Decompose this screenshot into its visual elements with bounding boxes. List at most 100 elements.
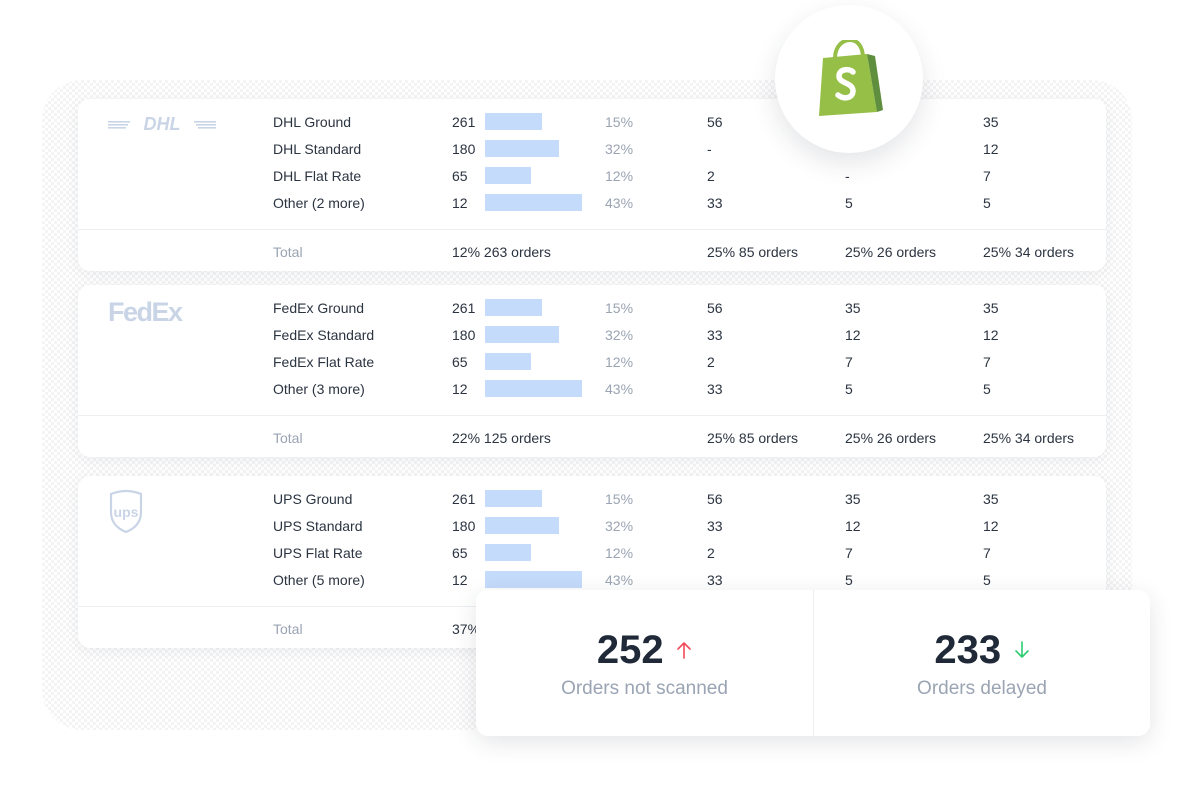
col-c-value: 7 bbox=[983, 354, 991, 370]
order-count: 180 bbox=[452, 327, 476, 343]
percent: 32% bbox=[605, 141, 634, 157]
share-bar bbox=[485, 353, 531, 370]
stat-orders-delayed: 233 Orders delayed bbox=[813, 590, 1150, 736]
share-bar bbox=[485, 544, 531, 561]
total-col-c: 25% 34 orders bbox=[983, 430, 1075, 446]
stat-label: Orders not scanned bbox=[561, 678, 728, 699]
col-a-value: 33 bbox=[707, 572, 723, 588]
order-count: 261 bbox=[452, 491, 476, 507]
col-b-value: 5 bbox=[845, 572, 853, 588]
col-c-value: 35 bbox=[983, 114, 999, 130]
service-name: UPS Ground bbox=[273, 491, 353, 507]
service-name: FedEx Standard bbox=[273, 327, 375, 343]
service-name: DHL Standard bbox=[273, 141, 362, 157]
table-row: FedEx Flat Rate 65 12% 2 7 7 bbox=[78, 353, 1106, 380]
service-name: DHL Flat Rate bbox=[273, 168, 362, 184]
table-row: DHL Standard 180 32% - 12 bbox=[78, 140, 1106, 167]
carrier-card-fedex: FedEx FedEx Ground 261 15% 56 35 35 FedEx Stan… bbox=[78, 285, 1106, 457]
carrier-total-row: Total 22% 125 orders 25% 85 orders 25% 2… bbox=[78, 415, 1106, 457]
svg-text:FedEx: FedEx bbox=[108, 297, 183, 327]
share-bar bbox=[485, 113, 542, 130]
stat-label: Orders delayed bbox=[917, 678, 1047, 699]
share-bar bbox=[485, 167, 531, 184]
col-c-value: 7 bbox=[983, 168, 991, 184]
service-name: Other (3 more) bbox=[273, 381, 365, 397]
col-c-value: 12 bbox=[983, 518, 999, 534]
stat-value: 252 bbox=[596, 628, 664, 672]
order-count: 65 bbox=[452, 168, 468, 184]
col-c-value: 35 bbox=[983, 300, 999, 316]
percent: 15% bbox=[605, 114, 634, 130]
table-row: Other (3 more) 12 43% 33 5 5 bbox=[78, 380, 1106, 407]
stat-orders-not-scanned: 252 Orders not scanned bbox=[476, 590, 813, 736]
ups-logo: ups bbox=[108, 488, 144, 539]
table-row: UPS Standard 180 32% 33 12 12 bbox=[78, 517, 1106, 544]
total-count: 22% 125 orders bbox=[452, 430, 551, 446]
service-name: DHL Ground bbox=[273, 114, 352, 130]
total-col-a: 25% 85 orders bbox=[707, 244, 799, 260]
share-bar bbox=[485, 140, 559, 157]
fedex-logo: FedEx bbox=[108, 297, 198, 332]
share-bar bbox=[485, 194, 582, 211]
col-b-value: 12 bbox=[845, 327, 861, 343]
col-b-value: 7 bbox=[845, 545, 853, 561]
order-count: 12 bbox=[452, 572, 468, 588]
carrier-total-row: Total 12% 263 orders 25% 85 orders 25% 2… bbox=[78, 229, 1106, 271]
col-a-value: - bbox=[707, 141, 712, 157]
col-c-value: 5 bbox=[983, 572, 991, 588]
percent: 32% bbox=[605, 327, 634, 343]
col-c-value: 7 bbox=[983, 545, 991, 561]
col-a-value: 33 bbox=[707, 518, 723, 534]
order-count: 12 bbox=[452, 381, 468, 397]
col-b-value: 35 bbox=[845, 491, 861, 507]
arrow-down-icon bbox=[1014, 640, 1030, 665]
table-row: DHL Ground 261 15% 56 35 bbox=[78, 113, 1106, 140]
order-count: 261 bbox=[452, 300, 476, 316]
col-b-value: 5 bbox=[845, 381, 853, 397]
percent: 12% bbox=[605, 354, 634, 370]
col-b-value: 35 bbox=[845, 300, 861, 316]
carrier-card-body: ups UPS Ground 261 15% 56 35 35 UPS Standard 18… bbox=[78, 476, 1106, 606]
col-a-value: 56 bbox=[707, 300, 723, 316]
col-b-value: - bbox=[845, 168, 850, 184]
service-name: FedEx Flat Rate bbox=[273, 354, 375, 370]
order-count: 65 bbox=[452, 354, 468, 370]
col-a-value: 2 bbox=[707, 354, 715, 370]
col-a-value: 33 bbox=[707, 381, 723, 397]
share-bar bbox=[485, 490, 542, 507]
col-b-value: 12 bbox=[845, 518, 861, 534]
arrow-up-icon bbox=[676, 640, 692, 665]
col-c-value: 5 bbox=[983, 381, 991, 397]
service-name: Other (2 more) bbox=[273, 195, 365, 211]
total-col-b: 25% 26 orders bbox=[845, 244, 937, 260]
share-bar bbox=[485, 326, 559, 343]
col-c-value: 12 bbox=[983, 141, 999, 157]
share-bar bbox=[485, 299, 542, 316]
stats-card: 252 Orders not scanned 233 Orders delaye… bbox=[476, 590, 1150, 736]
share-bar bbox=[485, 517, 559, 534]
table-row: DHL Flat Rate 65 12% 2 - 7 bbox=[78, 167, 1106, 194]
stat-value: 233 bbox=[934, 628, 1002, 672]
col-a-value: 56 bbox=[707, 491, 723, 507]
col-c-value: 12 bbox=[983, 327, 999, 343]
percent: 15% bbox=[605, 300, 634, 316]
col-b-value: 5 bbox=[845, 195, 853, 211]
col-a-value: 2 bbox=[707, 168, 715, 184]
order-count: 65 bbox=[452, 545, 468, 561]
svg-text:DHL: DHL bbox=[144, 114, 181, 133]
percent: 43% bbox=[605, 572, 634, 588]
percent: 12% bbox=[605, 545, 634, 561]
carrier-card-dhl: DHL DHL Ground 261 15% 56 35 DHL Standard 180 3… bbox=[78, 99, 1106, 271]
total-label: Total bbox=[273, 244, 303, 260]
carrier-card-body: DHL DHL Ground 261 15% 56 35 DHL Standard 180 3… bbox=[78, 99, 1106, 229]
total-label: Total bbox=[273, 621, 303, 637]
col-a-value: 33 bbox=[707, 195, 723, 211]
total-label: Total bbox=[273, 430, 303, 446]
table-row: FedEx Standard 180 32% 33 12 12 bbox=[78, 326, 1106, 353]
col-a-value: 2 bbox=[707, 545, 715, 561]
shopify-bag-icon bbox=[819, 40, 883, 116]
order-count: 180 bbox=[452, 518, 476, 534]
percent: 43% bbox=[605, 195, 634, 211]
order-count: 261 bbox=[452, 114, 476, 130]
percent: 32% bbox=[605, 518, 634, 534]
